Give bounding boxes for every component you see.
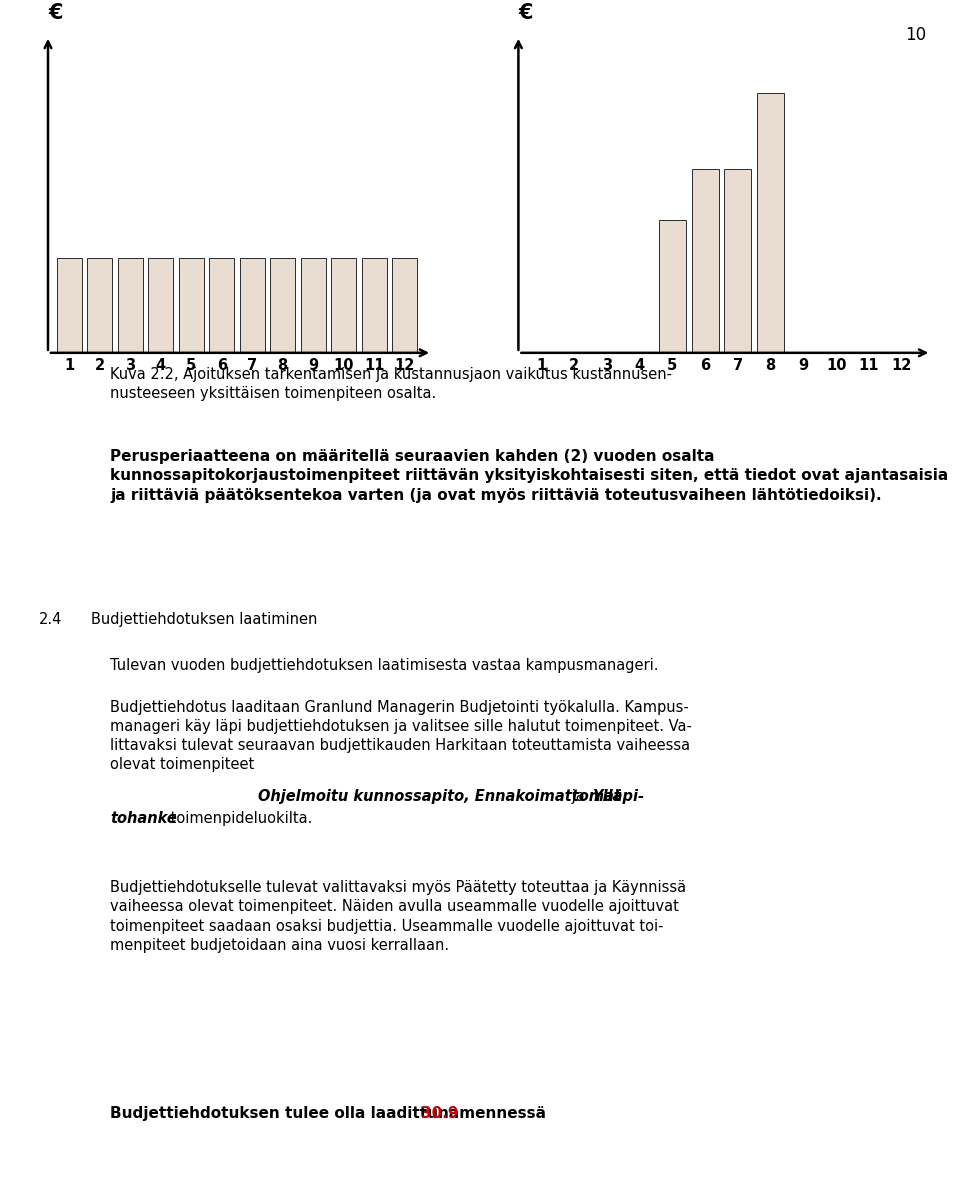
Bar — [757, 93, 784, 353]
Bar — [270, 258, 295, 353]
Text: 10: 10 — [905, 26, 926, 44]
Bar — [240, 258, 265, 353]
Bar — [300, 258, 325, 353]
Bar — [87, 258, 112, 353]
Text: tohanke: tohanke — [110, 812, 178, 826]
Text: 2.4: 2.4 — [38, 612, 61, 628]
Text: €: € — [48, 4, 62, 23]
Text: Ohjelmoitu kunnossapito, Ennakoimattomat: Ohjelmoitu kunnossapito, Ennakoimattomat — [258, 789, 621, 804]
Text: Budjettiehdotus laaditaan Granlund Managerin Budjetointi työkalulla. Kampus-
man: Budjettiehdotus laaditaan Granlund Manag… — [110, 700, 692, 773]
Bar — [725, 169, 752, 353]
Text: ja: ja — [567, 789, 589, 804]
Text: Perusperiaatteena on määritellä seuraavien kahden (2) vuoden osalta kunnossapito: Perusperiaatteena on määritellä seuraavi… — [110, 448, 948, 504]
Bar — [209, 258, 234, 353]
Bar — [331, 258, 356, 353]
Text: toimenpideluokilta.: toimenpideluokilta. — [166, 812, 312, 826]
Bar — [659, 220, 685, 353]
Text: Budjettiehdotuksen tulee olla laadittuna: Budjettiehdotuksen tulee olla laadittuna — [110, 1106, 465, 1122]
Text: .: . — [518, 1106, 523, 1122]
Bar — [362, 258, 387, 353]
Bar — [57, 258, 82, 353]
Text: Tulevan vuoden budjettiehdotuksen laatimisesta vastaa kampusmanageri.: Tulevan vuoden budjettiehdotuksen laatim… — [110, 658, 659, 673]
Text: olevat toimenpiteet: olevat toimenpiteet — [110, 789, 538, 804]
Text: Budjettiehdotuksen laatiminen: Budjettiehdotuksen laatiminen — [91, 612, 318, 628]
Text: Ylläpi-: Ylläpi- — [592, 789, 644, 804]
Bar — [692, 169, 719, 353]
Text: mennessä: mennessä — [454, 1106, 546, 1122]
Bar — [118, 258, 143, 353]
Text: Budjettiehdotukselle tulevat valittavaksi myös Päätetty toteuttaa ja Käynnissä
v: Budjettiehdotukselle tulevat valittavaks… — [110, 880, 686, 953]
Bar — [392, 258, 417, 353]
Text: 30.9: 30.9 — [421, 1106, 459, 1122]
Bar — [148, 258, 173, 353]
Text: €: € — [518, 4, 533, 23]
Bar — [179, 258, 204, 353]
Text: Kuva 2.2, Ajoituksen tarkentamisen ja kustannusjaon vaikutus kustannusen-
nustee: Kuva 2.2, Ajoituksen tarkentamisen ja ku… — [110, 367, 672, 402]
